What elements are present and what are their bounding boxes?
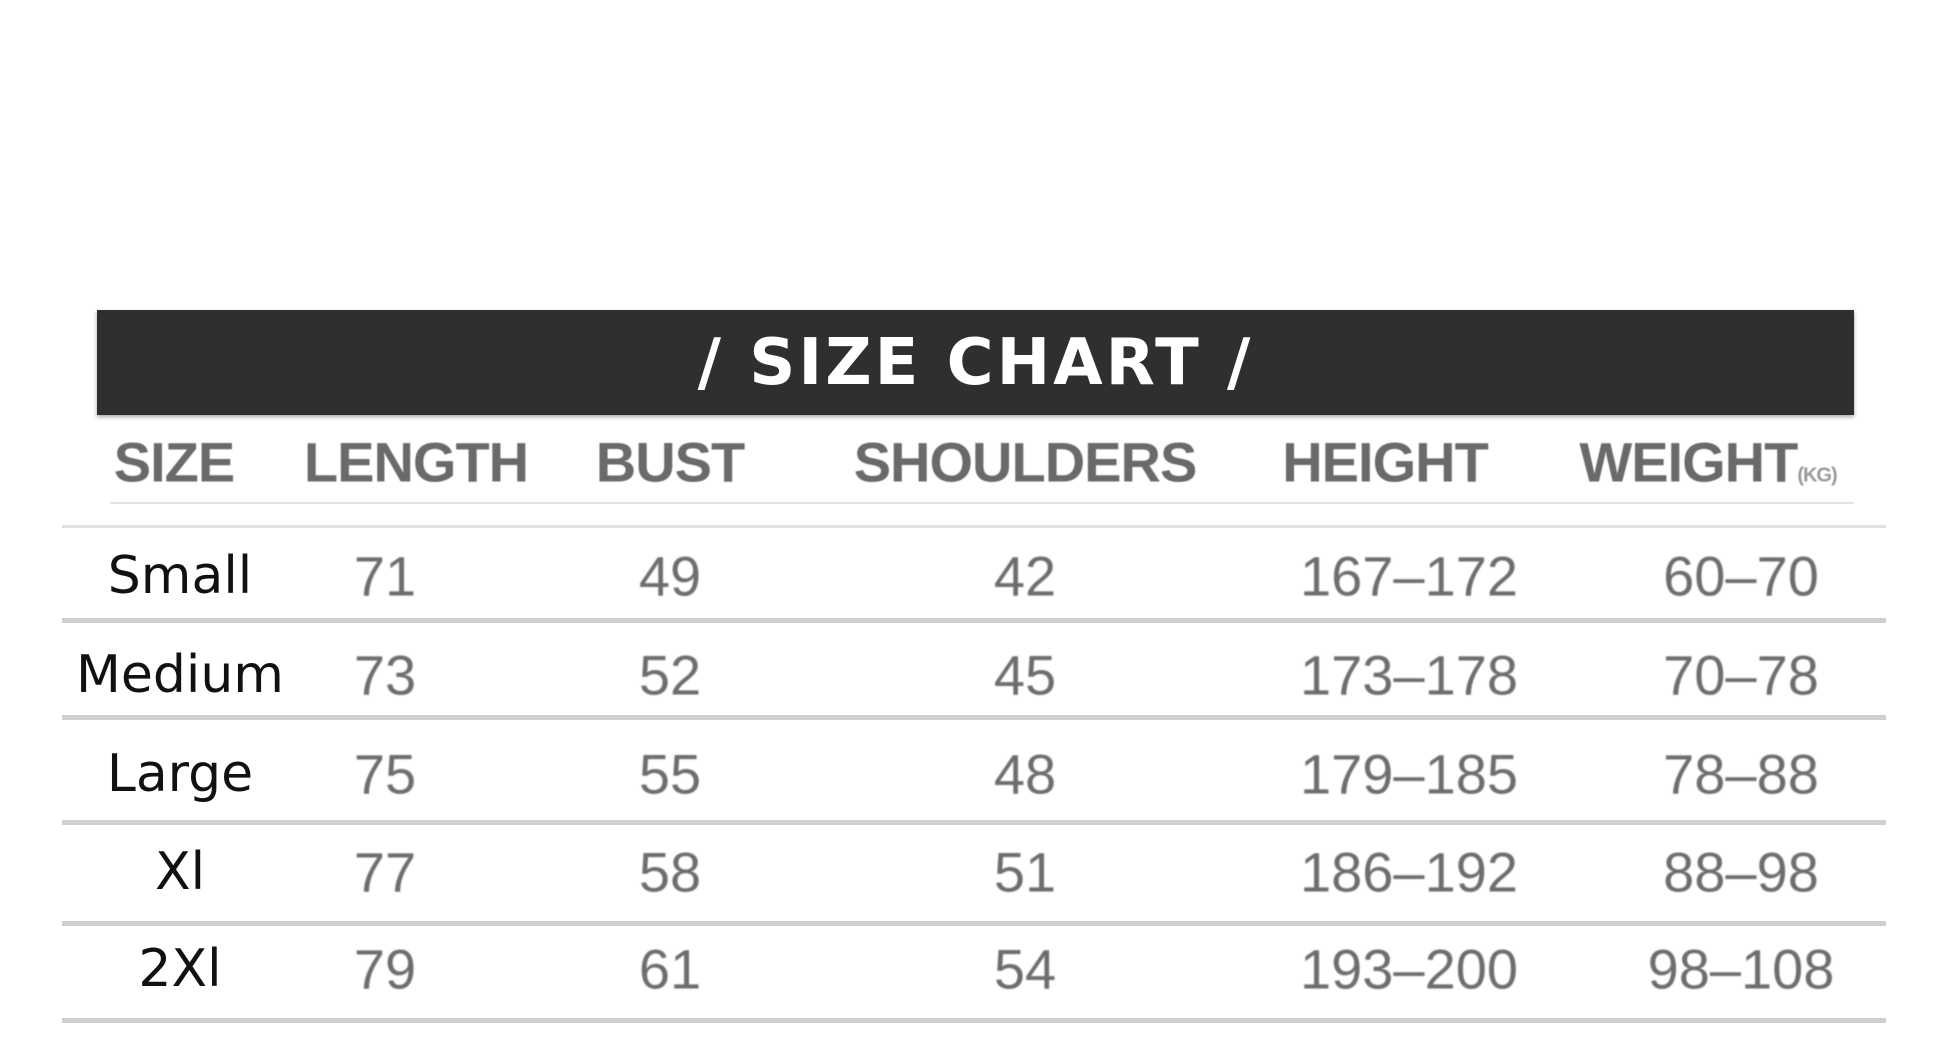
cell-length: 71 bbox=[353, 544, 417, 608]
cell-size: Small bbox=[107, 546, 253, 606]
cell-size: 2Xl bbox=[138, 939, 222, 999]
header-length: LENGTH bbox=[303, 430, 529, 494]
header-shoulders: SHOULDERS bbox=[853, 430, 1198, 494]
cell-size: Medium bbox=[76, 645, 284, 705]
cell-height: 186–192 bbox=[1299, 840, 1519, 904]
cell-bust: 52 bbox=[638, 643, 702, 707]
row-divider bbox=[62, 1018, 1886, 1023]
row-divider bbox=[62, 715, 1886, 720]
header-weight-unit: (KG) bbox=[1797, 464, 1837, 487]
header-weight-label: WEIGHT bbox=[1579, 430, 1798, 494]
cell-bust: 61 bbox=[638, 937, 702, 1001]
cell-height: 193–200 bbox=[1299, 937, 1519, 1001]
cell-size: Large bbox=[106, 744, 254, 804]
table-top-line bbox=[62, 525, 1886, 528]
cell-length: 77 bbox=[353, 840, 417, 904]
row-divider bbox=[62, 921, 1886, 926]
cell-shoulders: 45 bbox=[993, 643, 1057, 707]
header-weight: WEIGHT(KG) bbox=[1579, 430, 1837, 495]
cell-bust: 58 bbox=[638, 840, 702, 904]
cell-shoulders: 51 bbox=[993, 840, 1057, 904]
row-divider bbox=[62, 618, 1886, 623]
cell-length: 75 bbox=[353, 742, 417, 806]
cell-weight: 98–108 bbox=[1647, 937, 1835, 1001]
chart-title: / SIZE CHART / bbox=[697, 325, 1254, 400]
cell-bust: 49 bbox=[638, 544, 702, 608]
row-divider bbox=[62, 820, 1886, 825]
cell-weight: 78–88 bbox=[1663, 742, 1819, 806]
cell-weight: 70–78 bbox=[1663, 643, 1819, 707]
title-banner: / SIZE CHART / bbox=[97, 310, 1854, 415]
cell-length: 79 bbox=[353, 937, 417, 1001]
header-height: HEIGHT bbox=[1282, 430, 1489, 494]
cell-shoulders: 54 bbox=[993, 937, 1057, 1001]
cell-length: 73 bbox=[353, 643, 417, 707]
header-bust: BUST bbox=[595, 430, 745, 494]
cell-weight: 60–70 bbox=[1663, 544, 1819, 608]
cell-size: Xl bbox=[154, 842, 206, 902]
cell-shoulders: 42 bbox=[993, 544, 1057, 608]
cell-height: 179–185 bbox=[1299, 742, 1519, 806]
cell-height: 173–178 bbox=[1299, 643, 1519, 707]
cell-weight: 88–98 bbox=[1663, 840, 1819, 904]
cell-height: 167–172 bbox=[1299, 544, 1519, 608]
header-divider bbox=[110, 502, 1854, 504]
header-size: SIZE bbox=[113, 430, 235, 494]
cell-bust: 55 bbox=[638, 742, 702, 806]
cell-shoulders: 48 bbox=[993, 742, 1057, 806]
